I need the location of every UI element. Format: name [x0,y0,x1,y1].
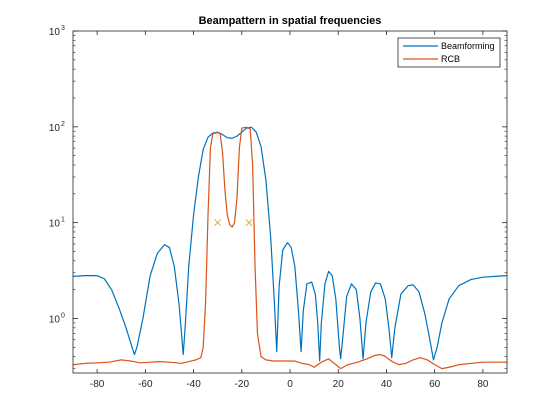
legend-label-beamforming: Beamforming [441,41,495,51]
y-tick-label: 10 [49,219,61,230]
y-tick-exponent: 2 [61,121,65,128]
y-tick-label: 10 [49,123,61,134]
x-tick-label: -60 [138,379,153,390]
plot-area [73,31,507,373]
y-tick-label: 10 [49,315,61,326]
x-tick-label: -40 [186,379,201,390]
doa-marker: × [244,216,254,230]
marker-layer: × × [213,216,254,230]
legend: Beamforming RCB [397,37,501,68]
x-tick-label: 80 [477,379,489,390]
x-tick-label: 20 [333,379,345,390]
x-tick-label: 0 [287,379,293,390]
y-tick-exponent: 0 [61,313,65,320]
series-line-beamforming [73,126,507,362]
legend-label-rcb: RCB [441,54,460,64]
x-tick-label: -20 [235,379,250,390]
chart-title: Beampattern in spatial frequencies [199,15,382,27]
y-tick-exponent: 1 [61,217,65,224]
x-tick-label: 40 [381,379,393,390]
doa-marker: × [213,216,223,230]
x-tick-label: 60 [429,379,441,390]
series-line-rcb [73,126,507,370]
x-tick-label: -80 [90,379,105,390]
legend-box [397,37,501,68]
y-tick-label: 10 [49,27,61,38]
y-tick-exponent: 3 [61,25,65,32]
series-layer [73,126,507,370]
